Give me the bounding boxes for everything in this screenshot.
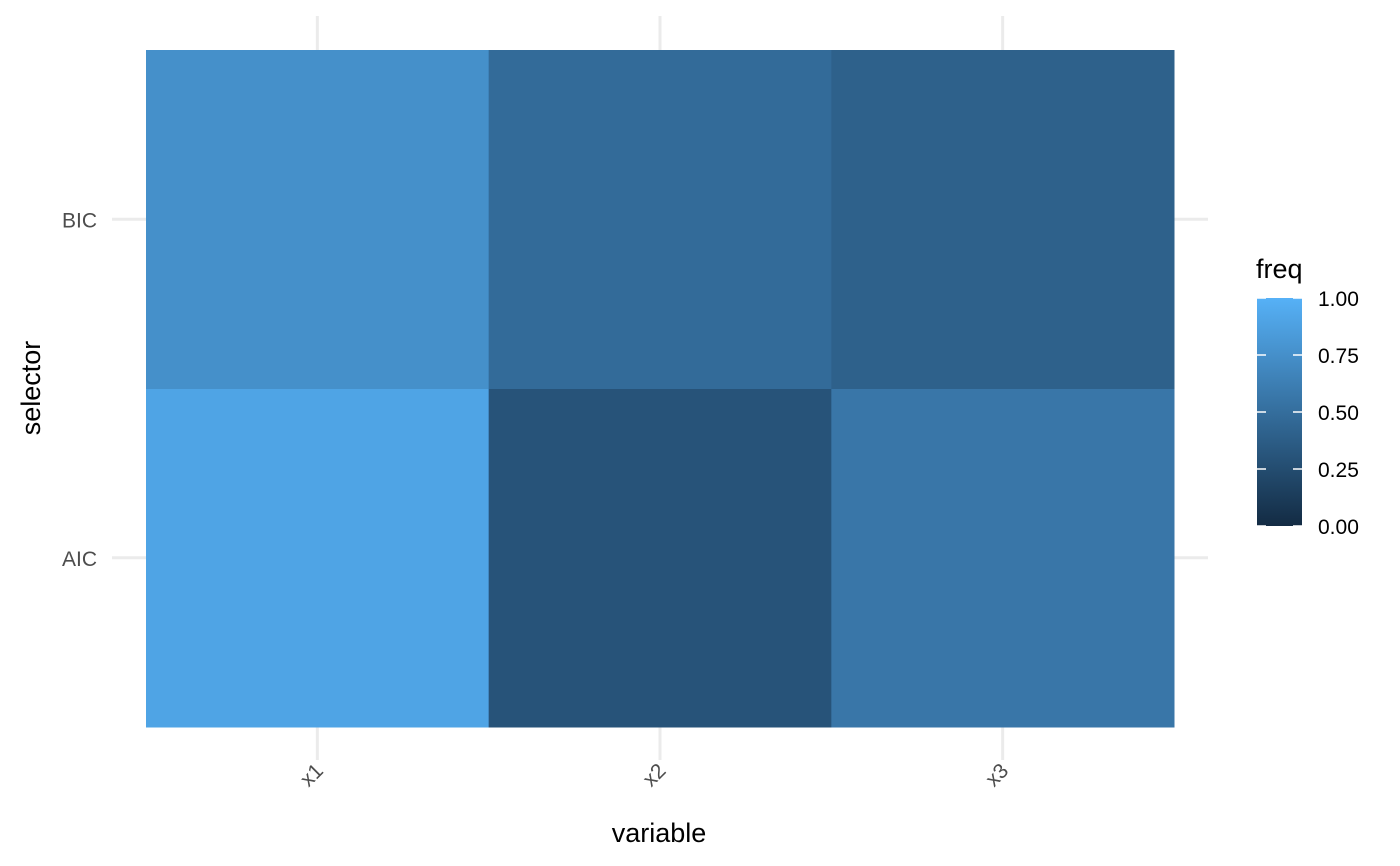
y-tick-label: BIC bbox=[62, 209, 97, 232]
color-legend: freq 0.00 0.25 0.50 0.75 1.00 bbox=[1256, 254, 1359, 539]
heatmap-tile-x2-aic bbox=[488, 388, 832, 728]
heatmap-tile-x1-aic bbox=[146, 388, 490, 728]
y-tick-label: AIC bbox=[62, 548, 97, 571]
legend-tick-label: 0.00 bbox=[1318, 516, 1359, 539]
legend-title: freq bbox=[1256, 254, 1303, 284]
x-tick-label: x2 bbox=[639, 759, 671, 791]
legend-tick-label: 1.00 bbox=[1318, 288, 1359, 311]
heatmap-tile-x3-aic bbox=[831, 388, 1175, 728]
legend-tick-label: 0.50 bbox=[1318, 402, 1359, 425]
heatmap-tile-x1-bic bbox=[146, 50, 490, 389]
legend-tick-label: 0.75 bbox=[1318, 345, 1359, 368]
x-tick-label: x1 bbox=[296, 759, 328, 791]
x-axis-title: variable bbox=[612, 818, 707, 848]
heatmap-tile-x3-bic bbox=[831, 50, 1175, 389]
legend-tick-label: 0.25 bbox=[1318, 459, 1359, 482]
x-tick-label: x3 bbox=[981, 759, 1013, 791]
heatmap-tiles bbox=[146, 50, 1175, 728]
heatmap-tile-x2-bic bbox=[488, 50, 832, 389]
y-axis-title: selector bbox=[16, 341, 46, 436]
